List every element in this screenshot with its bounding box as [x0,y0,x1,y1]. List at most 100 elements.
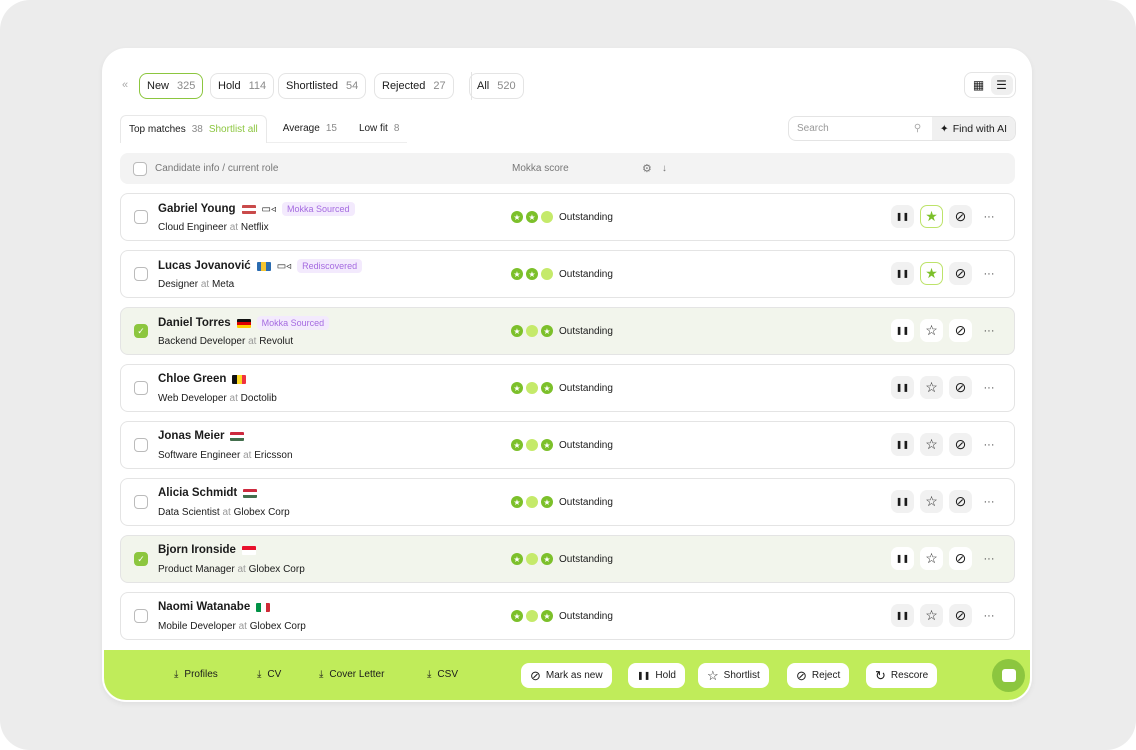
hold-button[interactable]: ❚❚ [891,319,914,342]
candidate-row[interactable]: Jonas Meier Software Engineer at Ericsson… [120,421,1015,469]
candidate-name[interactable]: Gabriel Young [158,203,236,215]
candidate-name[interactable]: Lucas Jovanović [158,260,251,272]
row-checkbox[interactable]: ✓ [134,552,148,566]
tab-low-fit[interactable]: Low fit 8 [344,115,408,143]
list-view-icon[interactable]: ☰ [990,75,1013,95]
sort-down-icon[interactable]: ↓ [661,163,667,174]
role-title: Data Scientist [158,507,220,518]
reject-icon[interactable]: ⊘ [949,376,972,399]
candidate-name-line: Lucas Jovanović ▭◃ Rediscovered [158,259,363,273]
hold-button[interactable]: ❚❚ [891,262,914,285]
more-options-icon[interactable]: ··· [983,552,995,565]
reject-icon: ⊘ [796,667,807,683]
source-badge: Mokka Sourced [282,202,355,216]
row-checkbox[interactable] [134,210,148,224]
find-with-ai-button[interactable]: ✦ Find with AI [931,117,1015,140]
search-input[interactable]: Search [797,123,829,134]
status-tab-rejected[interactable]: Rejected 27 [374,73,454,99]
star-outline-icon[interactable]: ☆ [920,433,943,456]
more-options-icon[interactable]: ··· [983,324,995,337]
candidate-row[interactable]: Alicia Schmidt Data Scientist at Globex C… [120,478,1015,526]
column-score[interactable]: Mokka score [512,163,569,174]
candidate-name[interactable]: Chloe Green [158,373,227,385]
hold-button[interactable]: ❚❚ [891,490,914,513]
reject-icon[interactable]: ⊘ [949,490,972,513]
candidate-row[interactable]: Chloe Green Web Developer at Doctolib ★ ★ Ou… [120,364,1015,412]
table-view-icon[interactable]: ▦ [972,78,985,92]
status-tab-all[interactable]: All 520 [469,73,524,99]
status-tab-new[interactable]: New 325 [139,73,204,99]
candidate-name[interactable]: Naomi Watanabe [158,601,251,613]
star-outline-icon[interactable]: ☆ [920,376,943,399]
more-options-icon[interactable]: ··· [983,210,995,223]
score-star-icon: ★ [511,610,523,622]
star-filled-icon[interactable]: ★ [920,205,943,228]
hold-button[interactable]: ❚❚ [891,205,914,228]
row-checkbox[interactable] [134,495,148,509]
candidate-row[interactable]: ✓ Daniel Torres Mokka Sourced Backend Devel… [120,307,1015,355]
reject-icon[interactable]: ⊘ [949,547,972,570]
row-checkbox[interactable] [134,438,148,452]
settings-icon[interactable]: ⚙ [642,163,652,175]
candidate-row[interactable]: Lucas Jovanović ▭◃ Rediscovered Designer at… [120,250,1015,298]
candidate-name[interactable]: Bjorn Ironside [158,544,236,556]
chat-button[interactable] [992,659,1025,692]
mokka-score: ★ ★ Outstanding [511,211,613,223]
button-label: Shortlist [723,670,760,681]
row-checkbox[interactable] [134,609,148,623]
more-options-icon[interactable]: ··· [983,267,995,280]
at-label: at [200,279,210,290]
candidate-name[interactable]: Jonas Meier [158,430,225,442]
hold-button[interactable]: ❚❚ Hold [628,663,685,688]
star-outline-icon[interactable]: ☆ [920,319,943,342]
tab-average[interactable]: Average 15 [266,115,345,143]
candidate-row[interactable]: ✓ Bjorn Ironside Product Manager at Globex… [120,535,1015,583]
reject-icon[interactable]: ⊘ [949,604,972,627]
hold-button[interactable]: ❚❚ [891,547,914,570]
download-profiles-button[interactable]: ⤓ Profiles [174,669,218,680]
row-checkbox[interactable] [134,381,148,395]
flag-icon [241,204,256,214]
candidate-name[interactable]: Alicia Schmidt [158,487,238,499]
score-label: Outstanding [559,553,613,565]
candidate-row[interactable]: Naomi Watanabe Mobile Developer at Globex… [120,592,1015,640]
download-cv-button[interactable]: ⤓ CV [257,669,281,680]
divider [471,72,472,100]
score-star-icon: ★ [511,553,523,565]
more-options-icon[interactable]: ··· [983,609,995,622]
row-checkbox[interactable] [134,267,148,281]
star-outline-icon[interactable]: ☆ [920,604,943,627]
more-options-icon[interactable]: ··· [983,381,995,394]
star-outline-icon[interactable]: ☆ [920,547,943,570]
candidate-name[interactable]: Daniel Torres [158,317,231,329]
more-options-icon[interactable]: ··· [983,438,995,451]
view-toggle[interactable]: ▦ ☰ [964,72,1016,98]
reject-button[interactable]: ⊘ Reject [787,663,850,688]
star-filled-icon[interactable]: ★ [920,262,943,285]
search-icon: ⚲ [913,123,922,134]
shortlist-button[interactable]: ☆ Shortlist [698,663,769,688]
mark-as-new-button[interactable]: ⊘ Mark as new [521,663,612,688]
hold-button[interactable]: ❚❚ [891,604,914,627]
row-checkbox[interactable]: ✓ [134,324,148,338]
tab-top-matches[interactable]: Top matches 38 Shortlist all [120,115,267,143]
collapse-icon[interactable]: « [122,79,129,91]
download-csv-button[interactable]: ⤓ CSV [427,669,458,680]
select-all-checkbox[interactable] [133,161,147,176]
reject-icon[interactable]: ⊘ [949,319,972,342]
hold-button[interactable]: ❚❚ [891,433,914,456]
status-tab-shortlisted[interactable]: Shortlisted 54 [278,73,367,99]
rescore-button[interactable]: ↻ Rescore [866,663,938,688]
hold-button[interactable]: ❚❚ [891,376,914,399]
reject-icon[interactable]: ⊘ [949,205,972,228]
row-actions: ❚❚ ☆ ⊘ ··· [891,547,1000,570]
shortlist-all-link[interactable]: Shortlist all [208,124,258,135]
reject-icon[interactable]: ⊘ [949,262,972,285]
candidate-row[interactable]: Gabriel Young ▭◃ Mokka Sourced Cloud Engine… [120,193,1015,241]
more-options-icon[interactable]: ··· [983,495,995,508]
reject-icon[interactable]: ⊘ [949,433,972,456]
star-outline-icon[interactable]: ☆ [920,490,943,513]
status-tab-hold[interactable]: Hold 114 [210,73,275,99]
download-cover-letter-button[interactable]: ⤓ Cover Letter [319,669,384,680]
score-label: Outstanding [559,211,613,223]
